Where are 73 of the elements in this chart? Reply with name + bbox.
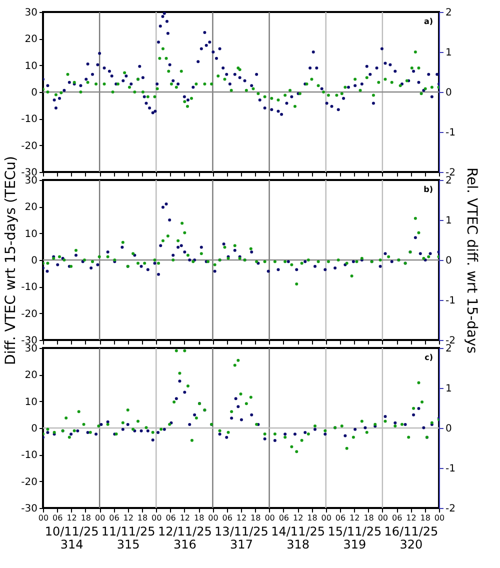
x-tick-label: 06 [166, 514, 176, 522]
y2-tick-label: 2 [446, 8, 452, 18]
x-tick-label: 00 [152, 514, 162, 522]
x-tick-label: 00 [264, 514, 275, 522]
y2-tick-label: -1 [446, 128, 456, 138]
y-tick-label: 20 [24, 202, 38, 214]
y-tick-label: 30 [24, 344, 38, 354]
y-tick-label: 30 [24, 176, 38, 186]
y2-tick-label: 0 [446, 256, 452, 266]
y-tick-label: 20 [24, 34, 38, 46]
x-tick-label: 12 [123, 514, 134, 522]
y2-tick-label: 0 [446, 88, 452, 98]
y-tick-label: -30 [21, 504, 38, 514]
x-tick-label: 06 [278, 514, 290, 522]
x-tick-label: 18 [307, 514, 318, 522]
y-tick-label: 0 [31, 88, 38, 98]
x-tick-label: 06 [392, 514, 402, 522]
x-tick-label: 18 [80, 514, 92, 522]
x-tick-label: 06 [222, 514, 232, 522]
y-tick-label: -10 [21, 282, 38, 294]
y-tick-label: -20 [21, 476, 38, 488]
x-tick-label: 18 [250, 514, 261, 522]
x-tick-label: 06 [109, 514, 120, 522]
x-tick-label: 18 [194, 514, 204, 522]
y-tick-label: 30 [24, 8, 38, 18]
y-axis-title: Diff. VTEC wrt 15-days (TECu) [3, 156, 20, 365]
y-tick-label: 0 [31, 256, 38, 266]
y-tick-label: 10 [24, 396, 38, 408]
x2-tick-label: 14/11/25 318 [271, 524, 326, 552]
x-tick-label: 00 [378, 514, 388, 522]
x-tick-label: 12 [180, 514, 190, 522]
y-tick-label: 0 [31, 424, 38, 434]
annotation: a) [424, 17, 433, 26]
annotation: c) [424, 353, 433, 362]
y2-tick-label: -1 [446, 464, 456, 474]
y-tick-label: 10 [24, 60, 38, 72]
x-tick-label: 12 [350, 514, 360, 522]
x2-tick-label: 11/11/25 315 [101, 524, 156, 552]
x-tick-label: 06 [52, 514, 63, 522]
y-tick-label: -20 [21, 308, 38, 320]
x-tick-label: 12 [66, 514, 77, 522]
y-tick-label: -10 [21, 450, 38, 462]
y2-tick-label: 1 [446, 216, 452, 226]
y-tick-label: -20 [21, 140, 38, 152]
y2-tick-label: 2 [446, 344, 452, 354]
y2-tick-label: 0 [446, 424, 452, 434]
x-tick-label: 18 [420, 514, 430, 522]
x2-tick-label: 10/11/25 314 [44, 524, 99, 552]
x2-tick-label: 15/11/25 319 [328, 524, 382, 552]
y2-tick-label: -2 [446, 504, 456, 514]
x-tick-label: 12 [236, 514, 247, 522]
x-tick-label: 18 [364, 514, 374, 522]
x-tick-label: 00 [94, 514, 106, 522]
y2-tick-label: -1 [446, 296, 456, 306]
y2-tick-label: 1 [446, 384, 452, 394]
x-tick-label: 12 [406, 514, 416, 522]
x-tick-label: 00 [321, 514, 332, 522]
x2-tick-label: 16/11/25 320 [384, 524, 438, 552]
x-tick-label: 06 [335, 514, 346, 522]
x-tick-label: 00 [38, 514, 49, 522]
y-tick-label: -10 [21, 114, 38, 126]
x2-tick-label: 13/11/25 317 [214, 524, 268, 552]
annotation: b) [424, 185, 433, 194]
x-tick-label: 12 [292, 514, 304, 522]
y2-tick-label: 1 [446, 48, 452, 58]
y-tick-label: 20 [24, 370, 38, 382]
x-tick-label: 00 [208, 514, 218, 522]
x2-tick-label: 12/11/25 316 [158, 524, 212, 552]
y-tick-label: 10 [24, 228, 38, 240]
x-tick-label: 18 [137, 514, 148, 522]
y2-tick-label: 2 [446, 176, 452, 186]
x-tick-label: 00 [434, 514, 445, 522]
y2-axis-title: Rel. VTEC diff. wrt 15-days [464, 167, 480, 354]
